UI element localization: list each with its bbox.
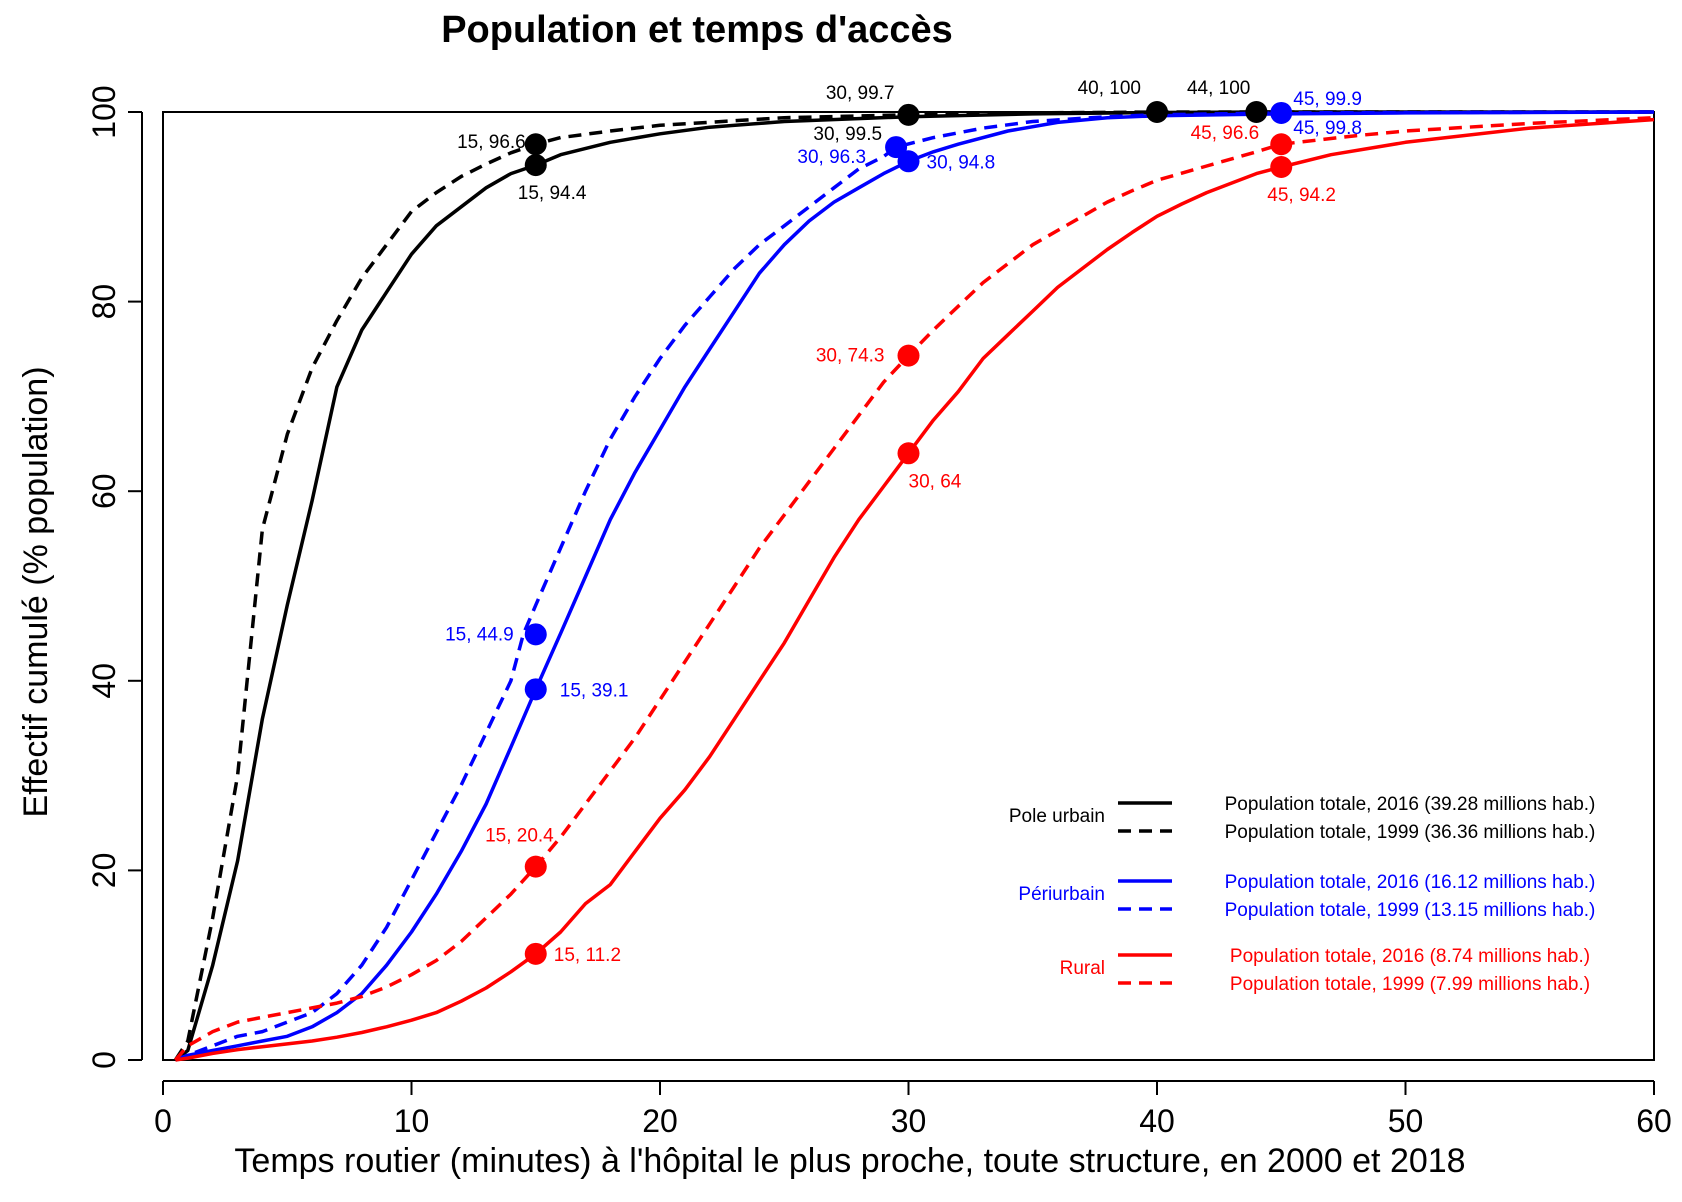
data-point-label: 30, 64 bbox=[909, 471, 962, 492]
y-axis-label: Effectif cumulé (% population) bbox=[17, 366, 55, 817]
y-tick-label: 60 bbox=[86, 473, 122, 509]
data-point-label: 45, 99.8 bbox=[1293, 118, 1362, 139]
data-point-marker bbox=[524, 133, 547, 156]
x-tick-label: 10 bbox=[394, 1103, 430, 1139]
series-line-6 bbox=[174, 115, 1655, 1062]
y-tick-label: 0 bbox=[86, 1051, 122, 1069]
data-point-label: 44, 100 bbox=[1187, 78, 1250, 99]
data-point-label: 15, 96.6 bbox=[457, 132, 526, 153]
data-point-marker bbox=[897, 103, 920, 126]
data-point-marker bbox=[1270, 101, 1293, 124]
y-tick-label: 100 bbox=[86, 85, 122, 138]
series-line-5 bbox=[175, 117, 1655, 1062]
data-point-marker bbox=[524, 623, 547, 646]
x-tick-label: 20 bbox=[642, 1103, 678, 1139]
chart-title: Population et temps d'accès bbox=[441, 9, 953, 51]
data-point-label: 40, 100 bbox=[1078, 78, 1141, 99]
data-point-label: 45, 96.6 bbox=[1191, 123, 1260, 144]
data-point-label: 15, 39.1 bbox=[560, 680, 629, 701]
legend-group-label: Pole urbain bbox=[1009, 806, 1105, 827]
legend-entry-label: Population totale, 1999 (13.15 millions … bbox=[1225, 900, 1596, 921]
legend: Pole urbain Population totale, 2016 (39.2… bbox=[1009, 794, 1596, 995]
legend-entry-label: Population totale, 1999 (36.36 millions … bbox=[1225, 822, 1596, 843]
x-tick-label: 30 bbox=[891, 1103, 927, 1139]
legend-entry-label: Population totale, 2016 (39.28 millions … bbox=[1225, 794, 1596, 815]
data-point-label: 45, 99.9 bbox=[1293, 89, 1362, 110]
data-point-marker bbox=[885, 136, 908, 159]
data-point-label: 15, 11.2 bbox=[554, 945, 621, 966]
data-point-label: 30, 74.3 bbox=[816, 346, 885, 367]
legend-entry-label: Population totale, 1999 (7.99 millions h… bbox=[1230, 974, 1590, 995]
data-point-marker bbox=[1146, 101, 1168, 123]
data-point-marker bbox=[1245, 101, 1268, 123]
x-axis-label: Temps routier (minutes) à l'hôpital le p… bbox=[234, 1142, 1465, 1180]
data-point-label: 45, 94.2 bbox=[1267, 185, 1336, 206]
y-tick-label: 40 bbox=[86, 663, 122, 699]
y-tick-label: 80 bbox=[86, 284, 122, 320]
data-point-label: 30, 96.3 bbox=[797, 147, 866, 168]
legend-group-label: Périurbain bbox=[1018, 884, 1105, 905]
x-tick-label: 0 bbox=[154, 1103, 172, 1139]
legend-group-label: Rural bbox=[1060, 958, 1105, 979]
data-point-marker bbox=[524, 855, 547, 878]
data-point-marker bbox=[1270, 155, 1293, 178]
legend-entry-label: Population totale, 2016 (16.12 millions … bbox=[1225, 872, 1596, 893]
plot-area: 0 10 20 30 40 50 60 0 20 40 60 80 100 15, 96.6 15, 94.… bbox=[86, 78, 1672, 1139]
x-tick-label: 40 bbox=[1139, 1103, 1175, 1139]
series-line-1 bbox=[174, 110, 1654, 1062]
data-point-marker bbox=[524, 942, 547, 965]
legend-entry-label: Population totale, 2016 (8.74 millions h… bbox=[1230, 946, 1590, 967]
data-point-label: 30, 94.8 bbox=[927, 152, 996, 173]
data-point-marker bbox=[897, 150, 920, 173]
data-point-label: 15, 44.9 bbox=[445, 624, 514, 645]
y-tick-label: 20 bbox=[86, 853, 122, 889]
x-tick-label: 50 bbox=[1388, 1103, 1424, 1139]
data-point-marker bbox=[524, 678, 547, 701]
data-point-marker bbox=[897, 344, 920, 367]
data-point-label: 15, 94.4 bbox=[518, 183, 587, 204]
series-line-3 bbox=[174, 110, 1655, 1062]
data-point-marker bbox=[897, 442, 920, 465]
data-point-label: 15, 20.4 bbox=[485, 826, 554, 847]
data-point-label: 30, 99.5 bbox=[813, 124, 882, 145]
data-point-marker bbox=[524, 154, 547, 177]
x-tick-label: 60 bbox=[1636, 1103, 1672, 1139]
data-point-marker bbox=[1270, 133, 1293, 156]
data-point-label: 30, 99.7 bbox=[826, 83, 895, 104]
